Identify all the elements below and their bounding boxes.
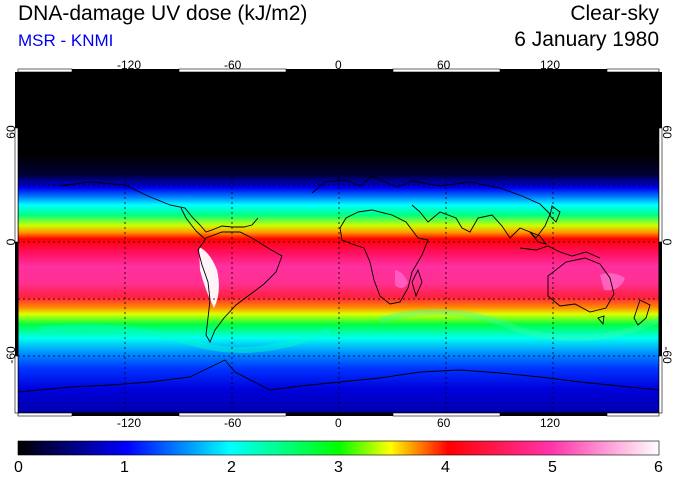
coastline-madagascar xyxy=(411,268,423,298)
lon-tick-top: 0 xyxy=(335,58,342,72)
coastline-japan xyxy=(549,205,561,223)
colorbar xyxy=(17,440,660,456)
colorbar-label: 0 xyxy=(14,459,23,476)
coastline-north-america xyxy=(59,181,259,233)
colorbar-label: 2 xyxy=(227,459,236,476)
coastline-antarctica xyxy=(18,359,659,393)
lon-tick-top: -120 xyxy=(117,58,142,72)
colorbar-label: 5 xyxy=(548,459,557,476)
frame-ticks xyxy=(14,68,663,417)
coastline-europe xyxy=(311,175,413,194)
coastline-asia xyxy=(411,180,551,239)
coastline-south-america xyxy=(197,231,283,344)
colorbar-label: 4 xyxy=(441,459,450,476)
coastline-central-america xyxy=(180,207,206,240)
lon-tick-bottom: 0 xyxy=(335,416,342,430)
colorbar-label: 6 xyxy=(654,459,663,476)
coastline-australia xyxy=(547,257,615,313)
lon-tick-bottom: -60 xyxy=(224,416,242,430)
uv-dose-field xyxy=(18,72,659,413)
high-dose-patch xyxy=(600,273,625,291)
lon-tick-bottom: 60 xyxy=(437,416,451,430)
map-title: DNA-damage UV dose (kJ/m2) xyxy=(18,2,308,25)
high-dose-patch xyxy=(199,247,219,308)
coastline-philippines xyxy=(528,230,548,245)
lon-tick-top: -60 xyxy=(224,58,242,72)
lon-tick-bottom: 120 xyxy=(540,416,561,430)
lon-tick-bottom: -120 xyxy=(117,416,142,430)
lon-tick-top: 120 xyxy=(540,58,561,72)
band-streak xyxy=(39,324,332,353)
coastlines xyxy=(18,175,659,393)
colorbar-label: 3 xyxy=(334,459,343,476)
coastline-indonesia xyxy=(519,245,601,259)
graticule xyxy=(18,72,659,413)
high-dose-patch xyxy=(395,270,408,289)
colorbar-label: 1 xyxy=(120,459,129,476)
sky-condition: Clear-sky xyxy=(570,2,659,25)
coastline-tasmania xyxy=(597,315,605,326)
map-date: 6 January 1980 xyxy=(514,28,659,51)
coastline-new-zealand xyxy=(633,299,651,326)
band-streak xyxy=(379,309,659,341)
source-label: MSR - KNMI xyxy=(18,31,114,50)
coastline-africa xyxy=(339,209,429,305)
lon-tick-top: 60 xyxy=(437,58,451,72)
